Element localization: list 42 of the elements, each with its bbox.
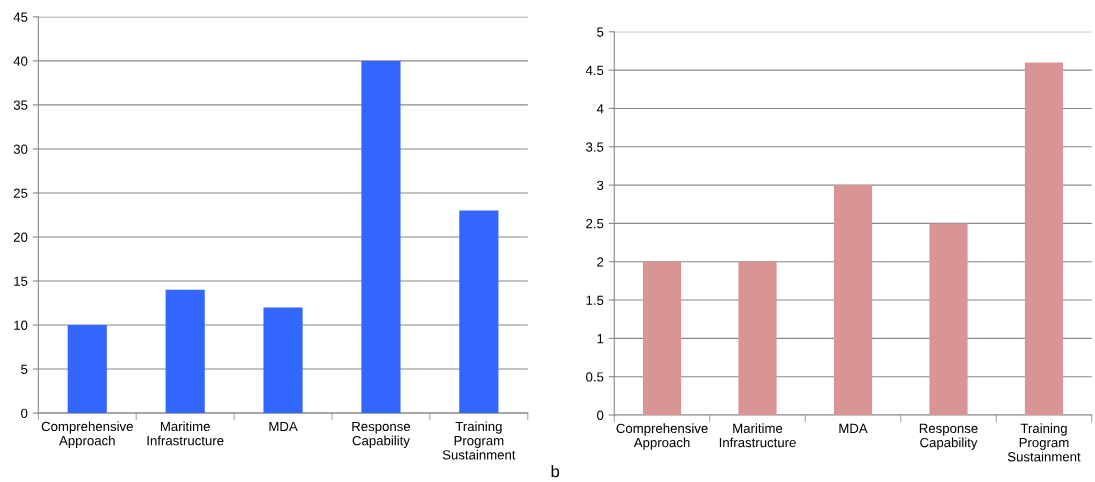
x-tick-label: Training Program Sustainment bbox=[442, 421, 516, 460]
x-tick-label: MDA bbox=[839, 423, 868, 433]
bar bbox=[361, 60, 401, 414]
y-tick-label: 3.5 bbox=[586, 142, 604, 152]
y-tick-label: 0 bbox=[597, 410, 604, 420]
x-tick-label: Response Capability bbox=[919, 423, 978, 450]
x-tick-label: MDA bbox=[269, 421, 298, 431]
text: b bbox=[551, 465, 560, 478]
y-tick-label: 4 bbox=[596, 104, 604, 114]
y-tick-label: 35 bbox=[13, 100, 28, 110]
y-tick-label: 2 bbox=[597, 257, 604, 267]
y-tick-label: 40 bbox=[13, 56, 28, 66]
y-tick-label: 5 bbox=[21, 364, 28, 374]
y-tick-label: 15 bbox=[14, 276, 28, 286]
y-tick-label: 20 bbox=[13, 232, 28, 242]
bar bbox=[165, 289, 205, 414]
bar bbox=[459, 210, 499, 414]
bar bbox=[642, 261, 682, 415]
y-tick-label: 2.5 bbox=[586, 218, 604, 229]
y-tick-label: 1.5 bbox=[586, 295, 604, 305]
x-tick-label: Maritime Infrastructure bbox=[719, 423, 796, 448]
y-tick-label: 1 bbox=[597, 334, 604, 344]
bar bbox=[738, 261, 777, 415]
y-tick-label: 45 bbox=[13, 12, 28, 22]
y-tick-label: 30 bbox=[13, 144, 28, 154]
y-tick-label: 5 bbox=[597, 27, 604, 37]
y-tick-label: 0.5 bbox=[586, 372, 604, 382]
x-tick-label: Response Capability bbox=[352, 421, 411, 448]
y-tick-label: 25 bbox=[13, 188, 28, 198]
x-tick-label: Comprehensive Approach bbox=[41, 421, 133, 448]
x-tick-label: Training Program Sustainment bbox=[1007, 423, 1081, 462]
bar bbox=[67, 325, 107, 414]
y-tick-label: 10 bbox=[14, 320, 28, 330]
y-tick-label: 0 bbox=[21, 408, 28, 418]
bar bbox=[263, 307, 303, 414]
bar bbox=[833, 185, 873, 415]
y-tick-label: 3 bbox=[597, 180, 604, 190]
y-tick-label: 4.5 bbox=[585, 65, 604, 76]
x-tick-label: Comprehensive Approach bbox=[616, 423, 708, 450]
bar bbox=[929, 223, 968, 415]
x-tick-label: Maritime Infrastructure bbox=[147, 421, 224, 446]
bar bbox=[1024, 62, 1064, 415]
